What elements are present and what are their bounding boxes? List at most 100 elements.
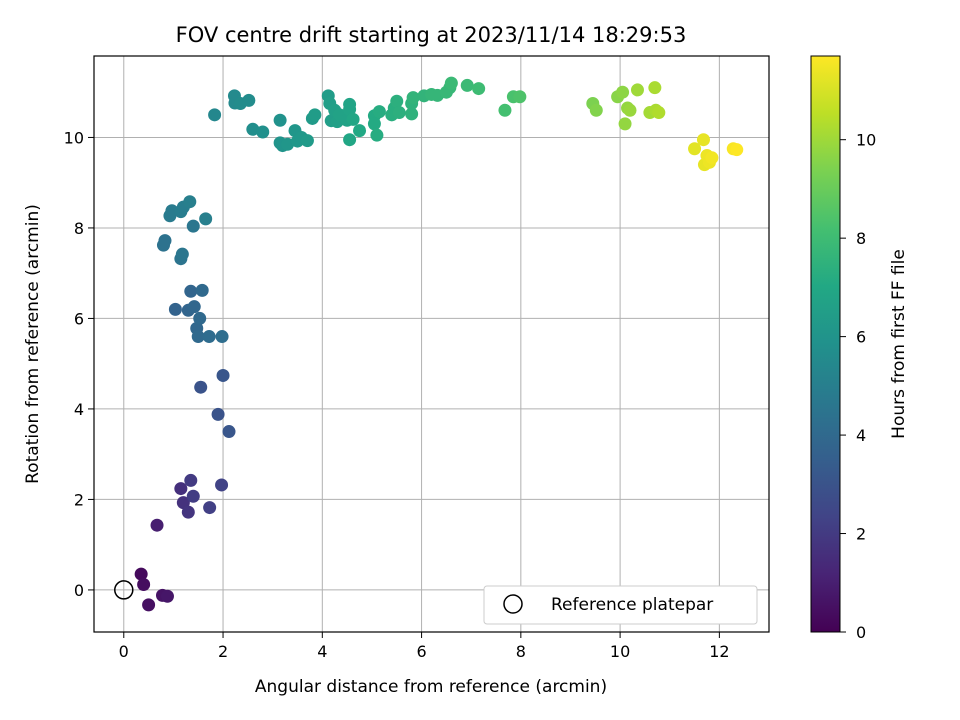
data-point bbox=[623, 103, 637, 117]
data-point bbox=[150, 518, 164, 532]
data-point bbox=[187, 300, 201, 314]
x-axis-ticks: 0 2 4 6 8 10 12 bbox=[119, 632, 730, 661]
colorbar-tick-label: 8 bbox=[856, 229, 866, 248]
data-point bbox=[184, 284, 198, 298]
x-tick-label: 2 bbox=[218, 642, 228, 661]
y-tick-label: 8 bbox=[74, 219, 84, 238]
colorbar-tick-label: 10 bbox=[856, 131, 876, 150]
data-point bbox=[273, 113, 287, 127]
x-tick-label: 4 bbox=[317, 642, 327, 661]
data-point bbox=[160, 589, 174, 603]
data-point bbox=[216, 368, 230, 382]
data-point bbox=[372, 105, 386, 119]
data-point bbox=[370, 128, 384, 142]
data-point bbox=[211, 407, 225, 421]
data-point bbox=[186, 219, 200, 233]
data-point bbox=[392, 106, 406, 120]
data-point bbox=[472, 82, 486, 96]
data-point bbox=[181, 505, 195, 519]
chart-title: FOV centre drift starting at 2023/11/14 … bbox=[176, 23, 687, 47]
data-point bbox=[498, 103, 512, 117]
data-point bbox=[390, 94, 404, 108]
data-point bbox=[175, 247, 189, 261]
data-point bbox=[589, 103, 603, 117]
data-point bbox=[300, 134, 314, 148]
data-point bbox=[215, 330, 229, 344]
x-tick-label: 10 bbox=[610, 642, 630, 661]
data-point bbox=[353, 124, 367, 138]
data-point bbox=[688, 142, 702, 156]
data-point bbox=[460, 78, 474, 92]
colorbar-tick-label: 6 bbox=[856, 328, 866, 347]
data-point bbox=[184, 473, 198, 487]
data-point bbox=[246, 122, 260, 136]
data-point bbox=[343, 102, 357, 116]
colorbar-label: Hours from first FF file bbox=[889, 249, 909, 439]
data-point bbox=[705, 151, 719, 165]
data-point bbox=[174, 482, 188, 496]
data-point bbox=[730, 143, 744, 157]
data-point bbox=[137, 577, 151, 591]
x-tick-label: 8 bbox=[516, 642, 526, 661]
colorbar-ticks: 0 2 4 6 8 10 bbox=[840, 131, 876, 642]
y-tick-label: 4 bbox=[74, 400, 84, 419]
y-tick-label: 2 bbox=[74, 490, 84, 509]
data-point bbox=[158, 234, 172, 248]
data-point bbox=[193, 311, 207, 325]
data-point bbox=[195, 283, 209, 297]
data-point bbox=[183, 195, 197, 209]
data-point bbox=[630, 83, 644, 97]
x-tick-label: 12 bbox=[709, 642, 729, 661]
data-point bbox=[696, 133, 710, 147]
data-point bbox=[652, 106, 666, 120]
legend-box bbox=[483, 585, 758, 625]
data-point bbox=[343, 133, 357, 147]
data-point bbox=[191, 330, 205, 344]
data-point bbox=[202, 330, 216, 344]
data-point bbox=[308, 108, 322, 122]
x-tick-label: 0 bbox=[119, 642, 129, 661]
data-point bbox=[186, 489, 200, 503]
plot-frame bbox=[93, 55, 770, 633]
data-point bbox=[168, 302, 182, 316]
grid-lines bbox=[94, 56, 769, 632]
colorbar-tick-label: 4 bbox=[856, 426, 866, 445]
data-point bbox=[215, 478, 229, 492]
data-point bbox=[367, 117, 381, 131]
data-point bbox=[194, 380, 208, 394]
data-point bbox=[199, 212, 213, 226]
x-axis-label: Angular distance from reference (arcmin) bbox=[255, 677, 607, 697]
colorbar-gradient bbox=[810, 55, 841, 633]
y-tick-label: 6 bbox=[74, 309, 84, 328]
data-point bbox=[256, 125, 270, 139]
data-point bbox=[346, 112, 360, 126]
y-axis-label: Rotation from reference (arcmin) bbox=[23, 204, 43, 484]
data-point bbox=[618, 117, 632, 131]
data-point bbox=[142, 598, 156, 612]
legend: Reference platepar bbox=[483, 585, 758, 625]
y-axis-ticks: 0 2 4 6 8 10 bbox=[64, 128, 94, 600]
reference-platepar-marker bbox=[114, 580, 134, 600]
data-point bbox=[513, 90, 527, 104]
data-point bbox=[405, 107, 419, 121]
legend-marker bbox=[503, 594, 523, 614]
legend-label: Reference platepar bbox=[551, 595, 713, 615]
colorbar: 0 2 4 6 8 10 Hours from first FF file bbox=[810, 55, 909, 642]
scatter-points bbox=[134, 76, 744, 612]
data-point bbox=[222, 425, 236, 439]
data-point bbox=[616, 85, 630, 99]
colorbar-tick-label: 0 bbox=[856, 623, 866, 642]
data-point bbox=[281, 137, 295, 151]
data-point bbox=[406, 91, 420, 105]
data-point bbox=[208, 108, 222, 122]
data-point bbox=[648, 81, 662, 95]
colorbar-tick-label: 2 bbox=[856, 525, 866, 544]
data-point bbox=[444, 76, 458, 90]
data-point bbox=[203, 501, 217, 515]
data-point bbox=[134, 567, 148, 581]
y-tick-label: 0 bbox=[74, 581, 84, 600]
x-tick-label: 6 bbox=[416, 642, 426, 661]
y-tick-label: 10 bbox=[64, 128, 84, 147]
data-point bbox=[242, 93, 256, 107]
